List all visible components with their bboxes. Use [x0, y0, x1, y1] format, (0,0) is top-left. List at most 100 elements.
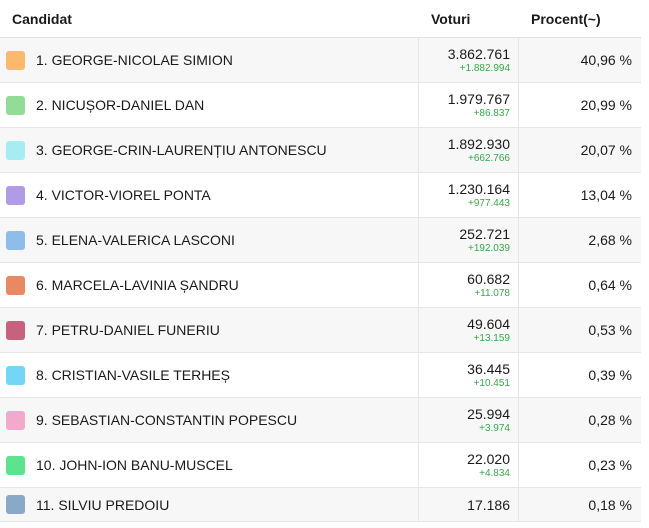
candidate-name: 11. SILVIU PREDOIU — [36, 496, 170, 513]
votes-value: 17.186 — [467, 496, 510, 513]
votes-value: 36.445 — [467, 360, 510, 377]
votes-delta: +10.451 — [473, 377, 510, 389]
votes-value: 22.020 — [467, 450, 510, 467]
votes-value: 252.721 — [459, 225, 510, 242]
votes-cell: 1.230.164 +977.443 — [419, 173, 519, 217]
votes-cell: 17.186 — [419, 488, 519, 521]
header-candidate[interactable]: Candidat — [12, 10, 72, 27]
percent-cell: 40,96 % — [519, 38, 641, 82]
header-votes[interactable]: Voturi — [431, 10, 471, 27]
table-row: 1. GEORGE-NICOLAE SIMION 3.862.761 +1.88… — [0, 38, 641, 83]
candidate-color-swatch — [6, 455, 25, 475]
candidate-cell: 7. PETRU-DANIEL FUNERIU — [0, 308, 419, 352]
candidate-color-swatch — [6, 320, 25, 340]
votes-delta: +4.834 — [479, 467, 510, 479]
percent-value: 40,96 % — [580, 52, 632, 68]
candidate-color-swatch — [6, 185, 25, 205]
percent-value: 0,64 % — [588, 277, 632, 293]
table-row: 10. JOHN-ION BANU-MUSCEL 22.020 +4.834 0… — [0, 443, 641, 488]
votes-value: 1.230.164 — [447, 180, 510, 197]
candidate-color-swatch — [6, 95, 25, 115]
table-row: 11. SILVIU PREDOIU 17.186 0,18 % — [0, 488, 641, 522]
table-row: 7. PETRU-DANIEL FUNERIU 49.604 +13.159 0… — [0, 308, 641, 353]
header-percent[interactable]: Procent(~) — [531, 10, 601, 27]
candidate-name: 8. CRISTIAN-VASILE TERHEȘ — [36, 367, 230, 383]
table-row: 4. VICTOR-VIOREL PONTA 1.230.164 +977.44… — [0, 173, 641, 218]
candidate-name: 5. ELENA-VALERICA LASCONI — [36, 232, 235, 248]
candidate-color-swatch — [6, 50, 25, 70]
votes-value: 3.862.761 — [447, 45, 510, 62]
percent-cell: 13,04 % — [519, 173, 641, 217]
votes-delta: +13.159 — [473, 332, 510, 344]
votes-cell: 1.892.930 +662.766 — [419, 128, 519, 172]
table-row: 9. SEBASTIAN-CONSTANTIN POPESCU 25.994 +… — [0, 398, 641, 443]
percent-cell: 20,07 % — [519, 128, 641, 172]
results-table: Candidat Voturi Procent(~) 1. GEORGE-NIC… — [0, 0, 641, 522]
votes-delta: +86.837 — [473, 107, 510, 119]
candidate-cell: 1. GEORGE-NICOLAE SIMION — [0, 38, 419, 82]
table-row: 6. MARCELA-LAVINIA ȘANDRU 60.682 +11.078… — [0, 263, 641, 308]
table-row: 5. ELENA-VALERICA LASCONI 252.721 +192.0… — [0, 218, 641, 263]
candidate-color-swatch — [6, 140, 25, 160]
votes-cell: 49.604 +13.159 — [419, 308, 519, 352]
percent-cell: 0,18 % — [519, 488, 641, 521]
votes-delta: +662.766 — [468, 152, 510, 164]
votes-delta: +977.443 — [468, 197, 510, 209]
percent-cell: 20,99 % — [519, 83, 641, 127]
votes-delta: +1.882.994 — [459, 62, 510, 74]
votes-value: 25.994 — [467, 405, 510, 422]
votes-cell: 22.020 +4.834 — [419, 443, 519, 487]
candidate-cell: 6. MARCELA-LAVINIA ȘANDRU — [0, 263, 419, 307]
percent-cell: 0,39 % — [519, 353, 641, 397]
candidate-name: 6. MARCELA-LAVINIA ȘANDRU — [36, 277, 239, 293]
votes-delta: +11.078 — [474, 287, 510, 299]
candidate-cell: 4. VICTOR-VIOREL PONTA — [0, 173, 419, 217]
percent-value: 20,07 % — [580, 142, 632, 158]
candidate-name: 3. GEORGE-CRIN-LAURENȚIU ANTONESCU — [36, 142, 327, 158]
votes-cell: 252.721 +192.039 — [419, 218, 519, 262]
percent-value: 13,04 % — [580, 187, 632, 203]
votes-cell: 25.994 +3.974 — [419, 398, 519, 442]
percent-cell: 0,23 % — [519, 443, 641, 487]
candidate-color-swatch — [6, 365, 25, 385]
percent-cell: 0,53 % — [519, 308, 641, 352]
candidate-color-swatch — [6, 495, 25, 514]
votes-value: 1.979.767 — [447, 90, 510, 107]
percent-cell: 0,64 % — [519, 263, 641, 307]
candidate-name: 1. GEORGE-NICOLAE SIMION — [36, 52, 233, 68]
votes-cell: 60.682 +11.078 — [419, 263, 519, 307]
percent-value: 2,68 % — [588, 232, 632, 248]
percent-value: 0,23 % — [588, 457, 632, 473]
votes-value: 60.682 — [467, 270, 510, 287]
votes-value: 49.604 — [467, 315, 510, 332]
candidate-name: 9. SEBASTIAN-CONSTANTIN POPESCU — [36, 412, 298, 428]
percent-value: 0,28 % — [588, 412, 632, 428]
percent-value: 0,18 % — [588, 496, 632, 513]
percent-cell: 0,28 % — [519, 398, 641, 442]
candidate-cell: 3. GEORGE-CRIN-LAURENȚIU ANTONESCU — [0, 128, 419, 172]
candidate-cell: 8. CRISTIAN-VASILE TERHEȘ — [0, 353, 419, 397]
votes-value: 1.892.930 — [447, 135, 510, 152]
percent-value: 0,39 % — [588, 367, 632, 383]
votes-cell: 1.979.767 +86.837 — [419, 83, 519, 127]
percent-value: 20,99 % — [580, 97, 632, 113]
percent-cell: 2,68 % — [519, 218, 641, 262]
table-header: Candidat Voturi Procent(~) — [0, 0, 641, 38]
table-row: 2. NICUȘOR-DANIEL DAN 1.979.767 +86.837 … — [0, 83, 641, 128]
table-row: 3. GEORGE-CRIN-LAURENȚIU ANTONESCU 1.892… — [0, 128, 641, 173]
candidate-cell: 10. JOHN-ION BANU-MUSCEL — [0, 443, 419, 487]
candidate-cell: 9. SEBASTIAN-CONSTANTIN POPESCU — [0, 398, 419, 442]
votes-cell: 36.445 +10.451 — [419, 353, 519, 397]
table-row: 8. CRISTIAN-VASILE TERHEȘ 36.445 +10.451… — [0, 353, 641, 398]
candidate-cell: 11. SILVIU PREDOIU — [0, 488, 419, 521]
candidate-color-swatch — [6, 275, 25, 295]
candidate-color-swatch — [6, 230, 25, 250]
candidate-color-swatch — [6, 410, 25, 430]
candidate-name: 4. VICTOR-VIOREL PONTA — [36, 187, 211, 203]
candidate-name: 10. JOHN-ION BANU-MUSCEL — [36, 457, 233, 473]
votes-delta: +3.974 — [479, 422, 510, 434]
votes-delta: +192.039 — [468, 242, 510, 254]
candidate-cell: 2. NICUȘOR-DANIEL DAN — [0, 83, 419, 127]
percent-value: 0,53 % — [588, 322, 632, 338]
votes-cell: 3.862.761 +1.882.994 — [419, 38, 519, 82]
